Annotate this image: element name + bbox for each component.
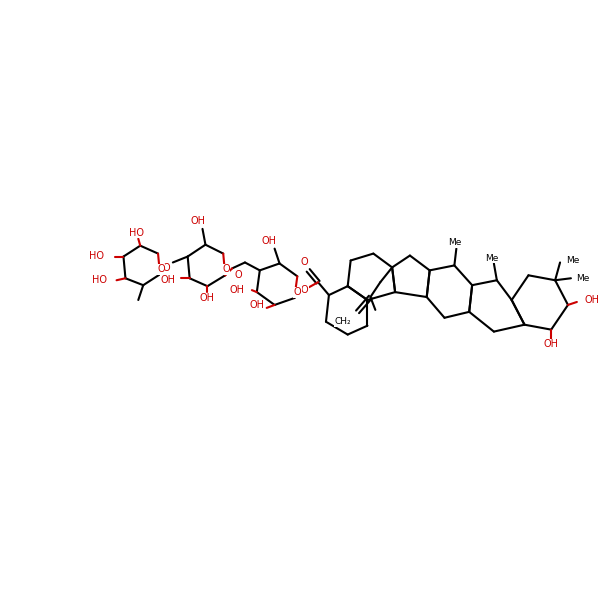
Text: OH: OH — [161, 275, 176, 285]
Text: OH: OH — [200, 293, 215, 303]
Text: OH: OH — [250, 300, 265, 310]
Text: OH: OH — [261, 236, 276, 246]
Text: Me: Me — [448, 238, 461, 247]
Text: Me: Me — [576, 274, 589, 283]
Text: Me: Me — [566, 256, 580, 265]
Text: HO: HO — [92, 275, 107, 285]
Text: HO: HO — [89, 251, 104, 260]
Text: OH: OH — [230, 285, 245, 295]
Text: O: O — [162, 263, 170, 274]
Text: OH: OH — [190, 216, 205, 226]
Text: O: O — [234, 271, 242, 280]
Text: O: O — [157, 265, 165, 274]
Text: HO: HO — [129, 228, 144, 238]
Text: O: O — [301, 285, 308, 295]
Text: OH: OH — [544, 340, 559, 349]
Text: OH: OH — [585, 295, 600, 305]
Text: Me: Me — [485, 254, 499, 263]
Text: CH₂: CH₂ — [334, 317, 350, 326]
Text: O: O — [301, 257, 308, 268]
Text: O: O — [293, 287, 301, 297]
Text: O: O — [223, 265, 230, 274]
